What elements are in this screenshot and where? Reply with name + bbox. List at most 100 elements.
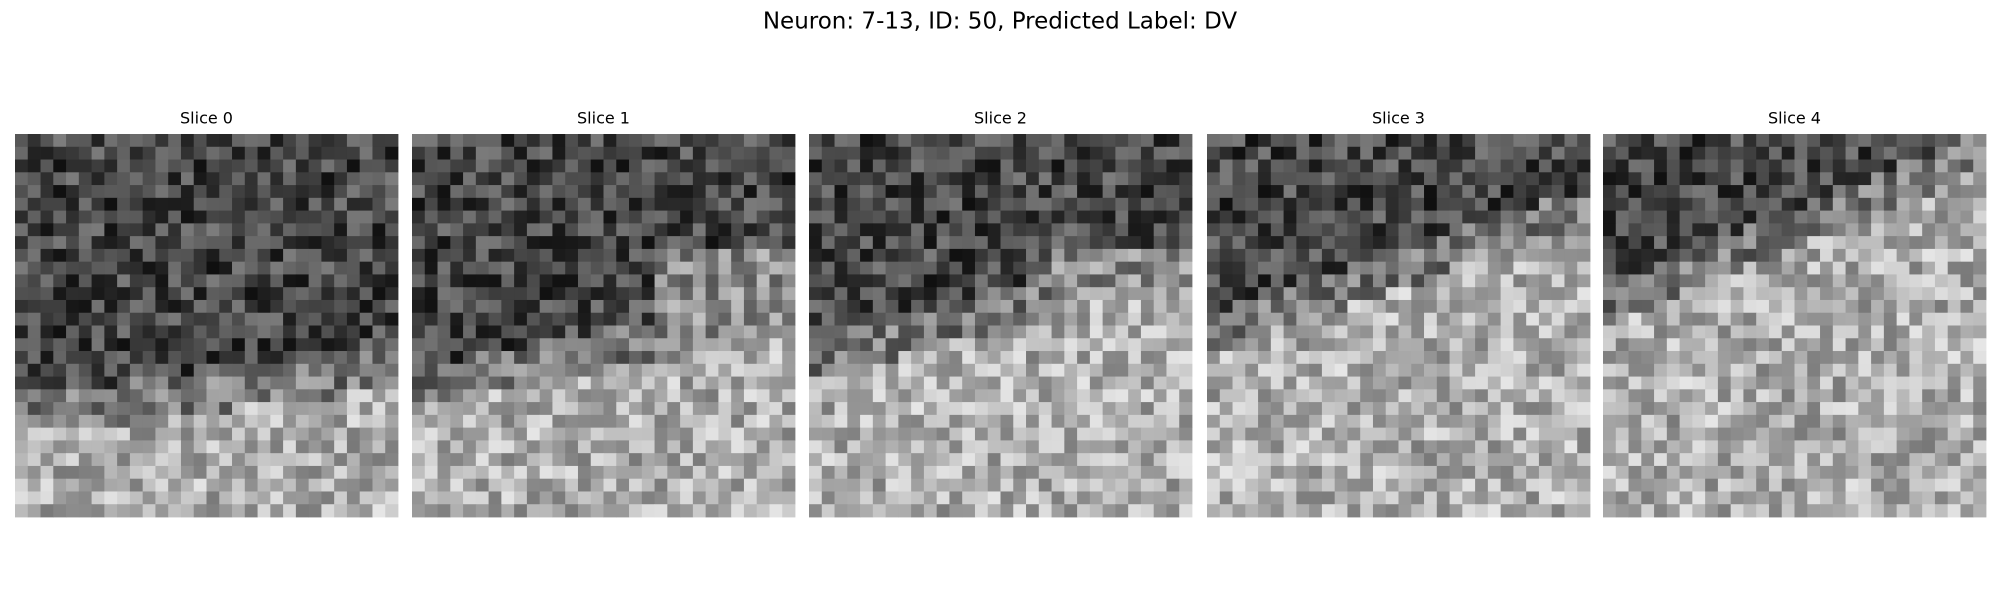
pixel: [1947, 223, 1961, 237]
pixel: [1334, 478, 1348, 492]
pixel: [809, 146, 823, 160]
pixel: [1717, 504, 1732, 518]
pixel: [756, 389, 770, 403]
pixel: [680, 223, 694, 237]
pixel: [1820, 274, 1834, 288]
pixel: [1883, 236, 1898, 250]
pixel: [1679, 261, 1693, 275]
pixel: [1321, 248, 1336, 263]
pixel: [898, 274, 912, 288]
pixel: [1232, 134, 1246, 148]
pixel: [424, 504, 438, 518]
pixel: [1641, 210, 1655, 224]
pixel: [577, 223, 592, 237]
pixel: [1922, 414, 1936, 429]
pixel: [1102, 299, 1116, 314]
pixel: [911, 312, 925, 326]
pixel: [1743, 491, 1757, 505]
pixel: [437, 210, 451, 224]
pixel: [756, 402, 770, 416]
pixel: [860, 338, 874, 352]
pixel: [1603, 325, 1617, 339]
pixel: [885, 453, 899, 467]
pixel: [629, 261, 643, 275]
pixel: [1705, 389, 1719, 403]
pixel: [1166, 261, 1180, 275]
pixel: [104, 287, 118, 301]
pixel: [1845, 491, 1859, 505]
pixel: [78, 134, 92, 148]
pixel: [488, 338, 502, 352]
pixel: [1038, 414, 1052, 429]
pixel: [40, 185, 54, 199]
pixel: [91, 299, 105, 314]
pixel: [872, 414, 886, 429]
pixel: [769, 491, 783, 505]
pixel: [1411, 248, 1425, 263]
pixel: [860, 172, 874, 186]
pixel: [437, 159, 451, 173]
pixel: [206, 197, 220, 211]
pixel: [1603, 159, 1617, 173]
pixel: [78, 185, 92, 199]
pixel: [616, 261, 630, 275]
pixel: [1871, 478, 1885, 492]
pixel: [1756, 172, 1770, 186]
pixel: [1871, 210, 1885, 224]
pixel: [1577, 159, 1591, 173]
pixel: [1603, 363, 1617, 377]
pixel: [1781, 299, 1795, 314]
pixel: [1232, 312, 1246, 326]
pixel: [641, 287, 655, 301]
pixel: [219, 134, 233, 148]
pixel: [308, 210, 322, 224]
pixel: [372, 414, 386, 429]
pixel: [1321, 376, 1336, 390]
pixel: [1807, 478, 1821, 492]
pixel: [1551, 312, 1565, 326]
pixel: [641, 248, 655, 263]
pixel: [219, 338, 233, 352]
pixel: [1411, 299, 1425, 314]
pixel: [1334, 146, 1348, 160]
pixel: [1628, 261, 1642, 275]
pixel: [129, 376, 144, 390]
pixel: [155, 338, 169, 352]
pixel: [552, 427, 566, 441]
pixel: [1730, 351, 1744, 365]
pixel: [1436, 261, 1450, 275]
pixel: [974, 172, 989, 186]
pixel: [552, 261, 566, 275]
pixel: [1179, 376, 1193, 390]
pixel: [1179, 185, 1193, 199]
pixel: [1462, 478, 1476, 492]
pixel: [1334, 159, 1348, 173]
pixel: [104, 376, 118, 390]
pixel: [860, 427, 874, 441]
pixel: [104, 453, 118, 467]
pixel: [372, 146, 386, 160]
pixel: [680, 402, 694, 416]
pixel: [219, 465, 233, 480]
pixel: [1909, 223, 1923, 237]
pixel: [219, 363, 233, 377]
pixel: [155, 376, 169, 390]
pixel: [603, 223, 617, 237]
pixel: [641, 261, 655, 275]
pixel: [860, 325, 874, 339]
pixel: [1232, 351, 1246, 365]
pixel: [590, 351, 604, 365]
pixel: [949, 185, 963, 199]
pixel: [334, 287, 348, 301]
pixel: [91, 197, 105, 211]
pixel: [1871, 159, 1885, 173]
pixel: [654, 478, 668, 492]
pixel: [1615, 248, 1629, 263]
pixel: [1832, 376, 1846, 390]
pixel: [27, 287, 41, 301]
pixel: [1845, 414, 1859, 429]
pixel: [1807, 299, 1821, 314]
pixel: [1654, 427, 1668, 441]
pixel: [1730, 172, 1744, 186]
pixel: [847, 402, 861, 416]
